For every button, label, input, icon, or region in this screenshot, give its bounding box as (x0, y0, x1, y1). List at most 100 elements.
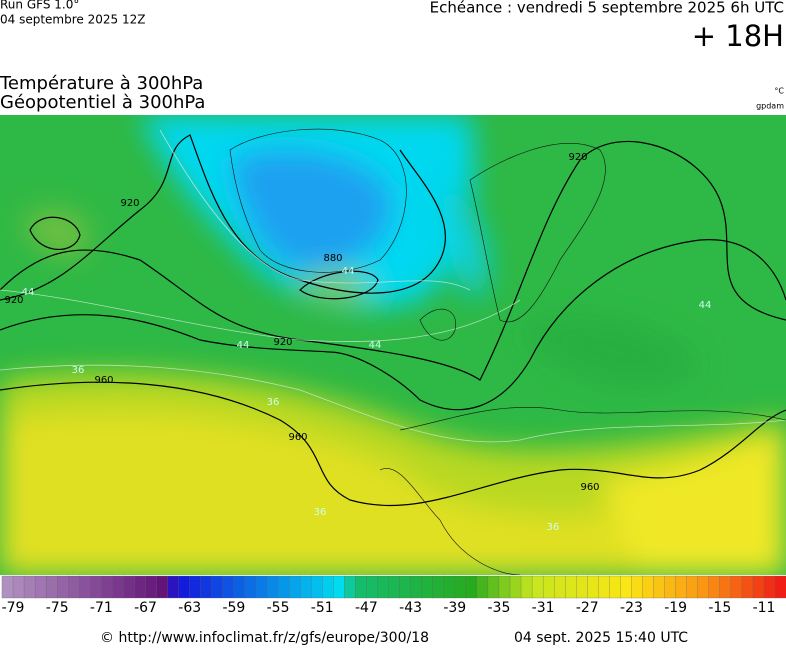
colorbar-label: -67 (134, 600, 157, 616)
contour-label: 36 (72, 365, 85, 376)
colorbar-label: -19 (664, 600, 687, 616)
color-swatch (774, 575, 786, 599)
contour-label: 44 (22, 287, 35, 298)
title-temperature: Température à 300hPa (0, 73, 203, 94)
color-swatch (465, 575, 478, 599)
temperature-isotherms (0, 129, 786, 443)
colorbar-label: -35 (488, 600, 511, 616)
colorbar: -79 -75 -71 -67 -63 -59 -55 -51 -47 -43 -39 -35 -31 -… (1, 575, 786, 616)
color-swatch (57, 575, 69, 599)
contour-label: 960 (288, 432, 307, 443)
contour-label: 920 (568, 152, 587, 163)
color-swatch (244, 575, 257, 599)
color-swatch (79, 575, 91, 599)
color-swatch (68, 575, 80, 599)
color-swatch (112, 575, 125, 599)
colorbar-label: -63 (178, 600, 201, 616)
color-swatch (156, 575, 169, 599)
color-swatch (344, 575, 357, 599)
color-swatch (101, 575, 114, 599)
color-swatch (697, 575, 710, 599)
color-swatch (123, 575, 136, 599)
color-swatch (631, 575, 644, 599)
color-swatch (719, 575, 732, 599)
color-swatch (388, 575, 401, 599)
map: 920 920 920 880 920 960 960 960 44 44 44 44 44 36 36 36… (0, 115, 786, 575)
unit-geopotential: gpdam (756, 102, 784, 111)
contour-label: 36 (314, 507, 327, 518)
run-date: 04 septembre 2025 12Z (0, 13, 145, 27)
color-swatch (675, 575, 688, 599)
color-swatch (277, 575, 290, 599)
color-swatch (322, 575, 334, 599)
color-swatch (288, 575, 301, 599)
color-swatch (255, 575, 268, 599)
color-swatch (134, 575, 147, 599)
color-swatch (531, 575, 544, 599)
color-swatch (299, 575, 312, 599)
color-swatch (642, 575, 655, 599)
echeance: Echéance : vendredi 5 septembre 2025 6h … (430, 0, 784, 17)
coastlines (229, 128, 786, 575)
color-swatch (476, 575, 489, 599)
colorbar-label: -43 (399, 600, 422, 616)
color-swatch (145, 575, 158, 599)
color-swatch (45, 575, 58, 599)
color-swatch (542, 575, 555, 599)
color-swatch (211, 575, 224, 599)
color-swatch (598, 575, 611, 599)
color-swatch (498, 575, 511, 599)
color-swatch (730, 575, 743, 599)
color-swatch (233, 575, 246, 599)
color-swatch (443, 575, 456, 599)
title-geopotential: Géopotentiel à 300hPa (0, 92, 205, 113)
color-swatch (620, 575, 633, 599)
source-url: © http://www.infoclimat.fr/z/gfs/europe/… (100, 630, 429, 646)
contour-label: 36 (267, 397, 280, 408)
colorbar-label: -75 (46, 600, 69, 616)
colorbar-label: -27 (576, 600, 599, 616)
lead-time: + 18H (692, 19, 784, 53)
color-swatch (366, 575, 379, 599)
contour-label: 920 (4, 295, 23, 306)
contour-label: 920 (120, 198, 139, 209)
color-swatch (554, 575, 566, 599)
contour-label: 960 (580, 482, 599, 493)
contour-label: 920 (273, 337, 292, 348)
color-swatch (355, 575, 368, 599)
color-swatch (34, 575, 47, 599)
color-swatch (421, 575, 434, 599)
color-swatch (565, 575, 577, 599)
color-swatch (311, 575, 323, 599)
contour-label: 44 (699, 300, 712, 311)
color-swatch (487, 575, 500, 599)
contour-label: 44 (237, 340, 250, 351)
color-swatch (222, 575, 235, 599)
color-swatch (1, 575, 14, 599)
color-swatch (410, 575, 423, 599)
colorbar-label: -23 (620, 600, 643, 616)
color-swatch (664, 575, 677, 599)
color-swatch (509, 575, 522, 599)
color-swatch (12, 575, 25, 599)
colorbar-label: -39 (443, 600, 466, 616)
color-swatch (609, 575, 622, 599)
color-swatch (189, 575, 202, 599)
color-swatch (741, 575, 754, 599)
contour-label: 44 (342, 266, 355, 277)
color-swatch (576, 575, 588, 599)
colorbar-label: -47 (355, 600, 378, 616)
color-swatch (708, 575, 721, 599)
colorbar-label: -79 (2, 600, 25, 616)
color-swatch (520, 575, 533, 599)
color-swatch (90, 575, 103, 599)
color-swatch (587, 575, 599, 599)
colorbar-label: -55 (267, 600, 290, 616)
contour-labels: 920 920 920 880 920 960 960 960 44 44 44 44 44 36 36 36… (4, 152, 711, 533)
contour-label: 36 (547, 522, 560, 533)
colorbar-label: -71 (90, 600, 113, 616)
colorbar-label: -51 (311, 600, 334, 616)
timestamp: 04 sept. 2025 15:40 UTC (514, 630, 688, 646)
geopotential-contours (0, 134, 786, 507)
